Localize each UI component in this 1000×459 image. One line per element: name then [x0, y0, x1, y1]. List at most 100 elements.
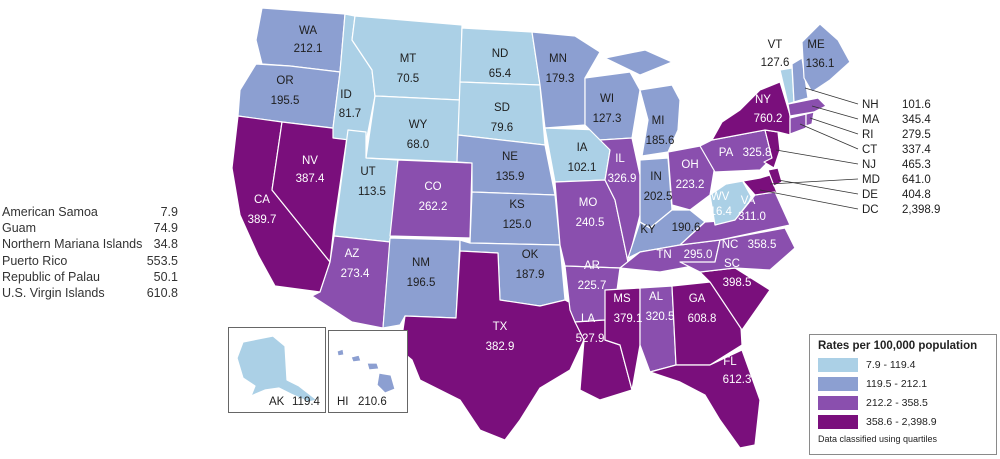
callout-MA-rate: 345.4 — [902, 114, 931, 126]
state-labels: WA 212.1 OR 195.5 CA 389.7 NV 387.4 ID 8… — [248, 25, 835, 386]
label-NY-abbr: NY — [755, 94, 771, 106]
callout-NH-rate: 101.6 — [902, 99, 931, 111]
label-ME-rate: 136.1 — [806, 58, 835, 70]
territory-row: Guam 74.9 — [2, 220, 178, 236]
territory-name: Puerto Rico — [2, 253, 68, 268]
callout-NJ-abbr: NJ — [862, 159, 876, 171]
label-CO-rate: 262.2 — [419, 201, 448, 213]
callout-MD-rate: 641.0 — [902, 174, 931, 186]
callout-NJ-rate: 465.3 — [902, 159, 931, 171]
callout-CT-abbr: CT — [862, 144, 877, 156]
label-VT-rate: 127.6 — [761, 57, 790, 69]
label-IL-rate: 326.9 — [608, 173, 637, 185]
territory-rate: 553.5 — [146, 253, 178, 268]
state-CT — [789, 113, 807, 135]
territories-list: American Samoa 7.9 Guam 74.9 Northern Marian… — [2, 204, 178, 301]
callout-DC-rate: 2,398.9 — [902, 204, 940, 216]
legend-item: 119.5 - 212.1 — [818, 377, 988, 391]
territory-row: Republic of Palau 50.1 — [2, 269, 178, 285]
label-TX-abbr: TX — [493, 321, 508, 333]
label-VA-abbr: VA — [741, 195, 756, 207]
label-MO-abbr: MO — [579, 197, 598, 209]
label-MS-abbr: MS — [613, 293, 631, 305]
territory-row: U.S. Virgin Islands 610.8 — [2, 285, 178, 301]
label-NM-rate: 196.5 — [407, 277, 436, 289]
label-FL-rate: 612.3 — [723, 374, 752, 386]
label-NV-rate: 387.4 — [296, 173, 325, 185]
label-AK-rate: 119.4 — [292, 396, 320, 408]
label-LA-rate: 527.9 — [576, 333, 605, 345]
territory-rate: 34.8 — [153, 237, 178, 252]
label-NM-abbr: NM — [412, 257, 430, 269]
callout-DE-rate: 404.8 — [902, 189, 931, 201]
label-NY-rate: 760.2 — [754, 113, 783, 125]
state-DE — [767, 167, 783, 187]
alaska-shape — [236, 335, 318, 403]
state-NE — [456, 134, 556, 196]
label-AZ-abbr: AZ — [345, 248, 360, 260]
map-legend: Rates per 100,000 population 7.9 - 119.4… — [809, 334, 997, 455]
state-HI-oahu — [350, 354, 362, 363]
state-MI — [639, 84, 681, 157]
label-WI-abbr: WI — [600, 93, 614, 105]
label-WV-rate: 116.4 — [704, 206, 733, 218]
territory-row: American Samoa 7.9 — [2, 204, 178, 220]
label-KS-abbr: KS — [509, 199, 525, 211]
legend-item: 358.6 - 2,398.9 — [818, 415, 988, 429]
label-VT-abbr: VT — [768, 39, 783, 51]
callout-DC-abbr: DC — [862, 204, 879, 216]
label-CA-rate: 389.7 — [248, 214, 277, 226]
label-HI-rate: 210.6 — [358, 396, 387, 408]
label-TN-rate: 295.0 — [684, 249, 713, 261]
territory-rate: 7.9 — [160, 205, 178, 219]
label-GA-rate: 608.8 — [688, 313, 717, 325]
territory-rate: 50.1 — [153, 269, 178, 284]
label-SD-abbr: SD — [494, 102, 510, 114]
label-UT-rate: 113.5 — [358, 186, 386, 198]
callout-CT-rate: 337.4 — [902, 144, 931, 156]
label-ND-abbr: ND — [492, 48, 509, 60]
label-MI-abbr: MI — [652, 115, 665, 127]
label-AR-rate: 225.7 — [578, 280, 607, 292]
label-HI-abbr: HI — [337, 396, 349, 408]
callout-RI-abbr: RI — [862, 129, 874, 141]
label-LA-abbr: LA — [581, 313, 595, 325]
label-NV-abbr: NV — [302, 155, 318, 167]
label-SD-rate: 79.6 — [491, 122, 513, 134]
northeast-callouts: NH 101.6 MA 345.4 RI 279.5 CT 337.4 NJ 465.3 MD 641… — [862, 99, 940, 216]
territory-row: Northern Mariana Islands 34.8 — [2, 236, 178, 252]
label-ID-rate: 81.7 — [339, 108, 361, 120]
label-TX-rate: 382.9 — [486, 341, 515, 353]
label-WA-abbr: WA — [299, 25, 317, 37]
label-VA-rate: 311.0 — [738, 211, 766, 223]
label-IA-rate: 102.1 — [568, 162, 597, 174]
legend-swatch — [818, 415, 858, 429]
label-MI-rate: 185.6 — [646, 135, 675, 147]
label-CO-abbr: CO — [424, 181, 441, 193]
state-FL — [649, 349, 761, 449]
state-HI-kauai — [336, 348, 345, 357]
label-NE-abbr: NE — [502, 151, 518, 163]
label-KY-abbr: KY — [640, 224, 656, 236]
label-IN-rate: 202.5 — [644, 191, 673, 203]
callout-MA-abbr: MA — [862, 114, 880, 126]
state-ME — [801, 23, 851, 93]
label-IA-abbr: IA — [577, 142, 588, 154]
state-MA — [787, 97, 827, 117]
label-ND-rate: 65.4 — [489, 68, 512, 80]
territory-name: Northern Mariana Islands — [2, 237, 143, 252]
northeast-leader-lines — [759, 87, 859, 210]
label-GA-abbr: GA — [689, 293, 706, 305]
label-TN-abbr: TN — [656, 249, 671, 261]
legend-swatch — [818, 396, 858, 410]
hawaii-inset: HI 210.6 — [328, 330, 408, 413]
legend-swatch — [818, 377, 858, 391]
label-NC-rate: 358.5 — [748, 239, 777, 251]
territory-name: U.S. Virgin Islands — [2, 286, 105, 301]
legend-range: 358.6 - 2,398.9 — [866, 416, 937, 428]
label-AL-rate: 320.5 — [646, 311, 675, 323]
label-KY-rate: 190.6 — [672, 222, 701, 234]
label-OR-rate: 195.5 — [271, 95, 300, 107]
label-ID-abbr: ID — [340, 89, 352, 101]
label-MT-rate: 70.5 — [397, 73, 419, 85]
